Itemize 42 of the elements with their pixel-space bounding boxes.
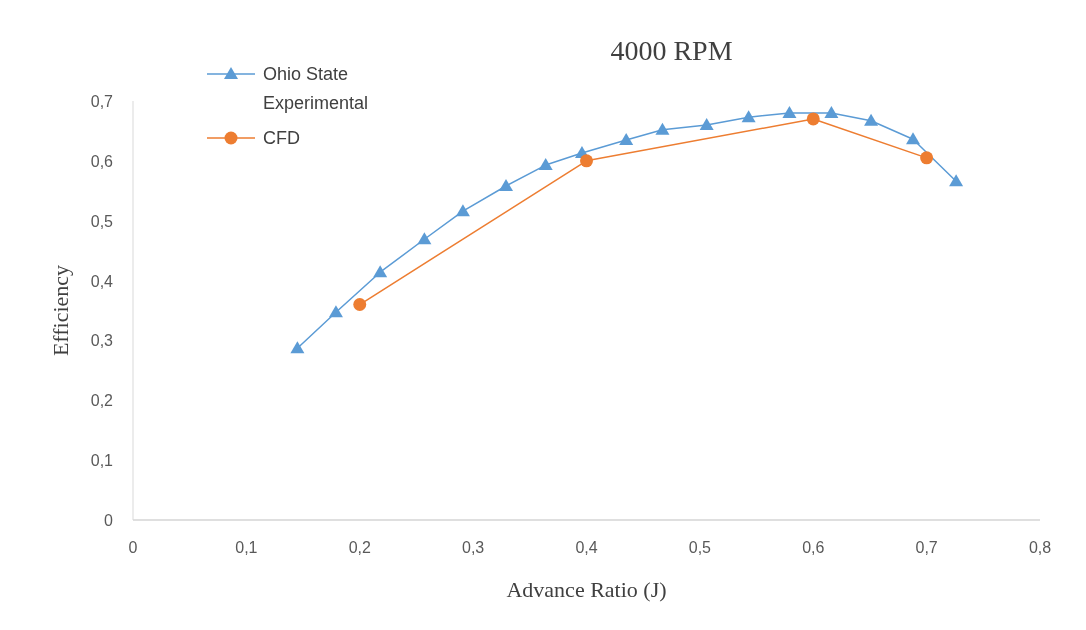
point: [328, 305, 343, 318]
point: [920, 151, 934, 165]
point: [806, 112, 820, 126]
x-axis-title: Advance Ratio (J): [506, 577, 667, 602]
x-tick-label: 0,8: [1028, 539, 1052, 556]
y-axis-title: Efficiency: [48, 264, 73, 357]
point: [373, 265, 388, 278]
point: [499, 179, 513, 191]
y-tick-label: 0,6: [90, 152, 114, 170]
y-tick-label: 0,4: [90, 272, 114, 290]
y-tick-label: 0: [104, 512, 114, 529]
x-tick-label: 0,5: [688, 539, 712, 556]
y-tick-label: 0,7: [90, 93, 114, 110]
point: [824, 105, 839, 118]
point: [782, 105, 797, 118]
point: [290, 341, 305, 354]
point: [455, 204, 470, 217]
x-tick-label: 0,7: [915, 539, 938, 556]
point: [655, 122, 670, 135]
point: [580, 154, 593, 168]
y-tick-label: 0,3: [90, 332, 114, 350]
x-tick-label: 0: [128, 539, 138, 556]
point: [864, 113, 879, 126]
x-tick-label: 0,6: [802, 539, 825, 556]
point: [949, 174, 964, 187]
x-tick-label: 0,3: [462, 539, 485, 556]
chart-title: 4000 RPM: [610, 35, 733, 66]
point: [619, 132, 634, 145]
legend-label: CFD: [263, 128, 300, 148]
x-tick-label: 0,1: [235, 539, 258, 556]
point: [417, 232, 432, 245]
point: [741, 110, 756, 123]
point: [353, 298, 367, 312]
x-tick-label: 0,2: [348, 539, 371, 556]
point: [699, 117, 714, 130]
point: [906, 132, 921, 145]
y-tick-label: 0,5: [90, 212, 114, 230]
y-tick-label: 0,2: [90, 392, 114, 410]
x-tick-label: 0,4: [575, 539, 598, 556]
point: [538, 158, 553, 171]
legend-label: Ohio State Experimental: [263, 64, 369, 113]
y-tick-label: 0,1: [90, 452, 114, 470]
